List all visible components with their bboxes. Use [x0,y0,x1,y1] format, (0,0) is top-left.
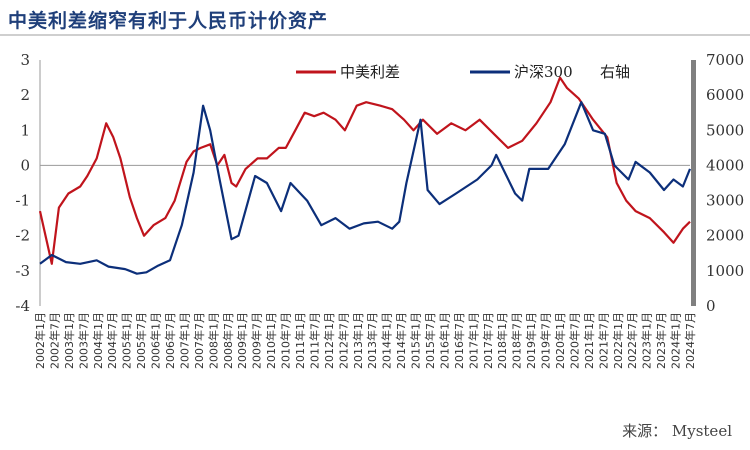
x-tick-label: 2005年7月 [134,312,148,369]
right-tick-label: 4000 [706,156,744,174]
x-tick-label: 2018年1月 [495,312,509,369]
x-tick-label: 2007年7月 [192,312,206,369]
x-tick-label: 2009年1月 [235,312,249,369]
left-tick-label: -1 [15,192,30,210]
title-divider [0,34,750,36]
x-axis: 2002年1月 2002年7月 2003年1月 2003年7月 2004年1月 2004年… [33,312,697,369]
x-tick-label: 2015年7月 [423,312,437,369]
x-tick-label: 2017年1月 [466,312,480,369]
left-tick-label: -2 [15,227,30,245]
x-tick-label: 2012年7月 [336,312,350,369]
right-tick-label: 3000 [706,192,744,210]
right-tick-label: 5000 [706,121,744,139]
x-tick-label: 2015年1月 [409,312,423,369]
series-spread-line [38,76,691,265]
x-tick-label: 2014年1月 [380,312,394,369]
x-tick-label: 2005年1月 [120,312,134,369]
x-tick-label: 2011年7月 [307,312,321,369]
series-layer [38,76,692,275]
x-tick-label: 2009年7月 [250,312,264,369]
x-tick-label: 2019年1月 [524,312,538,369]
x-tick-label: 2013年7月 [365,312,379,369]
x-tick-label: 2008年1月 [206,312,220,369]
left-tick-label: 3 [20,51,30,69]
x-tick-label: 2022年7月 [625,312,639,369]
x-tick-label: 2013年1月 [351,312,365,369]
left-tick-label: 2 [20,86,30,104]
left-tick-label: -3 [15,262,30,280]
chart-title: 中美利差缩窄有利于人民币计价资产 [8,10,329,32]
x-tick-label: 2020年7月 [567,312,581,369]
x-tick-label: 2010年1月 [264,312,278,369]
x-tick-label: 2016年7月 [452,312,466,369]
x-tick-label: 2020年1月 [553,312,567,369]
x-tick-label: 2021年1月 [582,312,596,369]
x-tick-label: 2024年1月 [669,312,683,369]
x-tick-label: 2019年7月 [539,312,553,369]
x-tick-label: 2014年7月 [394,312,408,369]
legend-label-csi300: 沪深300 [514,63,573,81]
x-tick-label: 2022年1月 [611,312,625,369]
right-tick-label: 7000 [706,51,744,69]
x-tick-label: 2018年7月 [510,312,524,369]
right-tick-label: 2000 [706,227,744,245]
left-tick-label: -4 [15,297,30,315]
x-tick-label: 2024年7月 [683,312,697,369]
x-tick-label: 2006年7月 [163,312,177,369]
x-tick-label: 2008年7月 [221,312,235,369]
right-tick-label: 1000 [706,262,744,280]
x-tick-label: 2017年7月 [481,312,495,369]
series-csi300-line [39,101,692,275]
right-tick-label: 0 [706,297,716,315]
left-y-axis: 3 2 1 0 -1 -2 -3 -4 [15,51,690,315]
x-tick-label: 2021年7月 [596,312,610,369]
x-tick-label: 2023年7月 [654,312,668,369]
x-tick-label: 2004年7月 [105,312,119,369]
right-tick-label: 6000 [706,86,744,104]
x-tick-label: 2002年1月 [33,312,47,369]
legend-label-right-axis: 右轴 [600,63,630,81]
x-tick-label: 2010年7月 [279,312,293,369]
x-tick-label: 2023年1月 [640,312,654,369]
x-tick-label: 2003年7月 [76,312,90,369]
x-tick-label: 2012年1月 [322,312,336,369]
x-tick-label: 2011年1月 [293,312,307,369]
x-tick-label: 2006年1月 [149,312,163,369]
right-axis-bar [691,60,696,306]
left-tick-label: 0 [20,156,30,174]
x-tick-label: 2004年1月 [91,312,105,369]
x-tick-label: 2016年1月 [437,312,451,369]
legend-label-spread: 中美利差 [340,63,400,81]
x-tick-label: 2002年7月 [47,312,61,369]
source-note: 来源： Mysteel [622,422,732,440]
right-y-axis: 7000 6000 5000 4000 3000 2000 1000 0 [691,51,744,315]
x-tick-label: 2007年1月 [177,312,191,369]
x-tick-label: 2003年1月 [62,312,76,369]
legend: 中美利差 沪深300 右轴 [296,63,630,81]
left-tick-label: 1 [20,121,30,139]
